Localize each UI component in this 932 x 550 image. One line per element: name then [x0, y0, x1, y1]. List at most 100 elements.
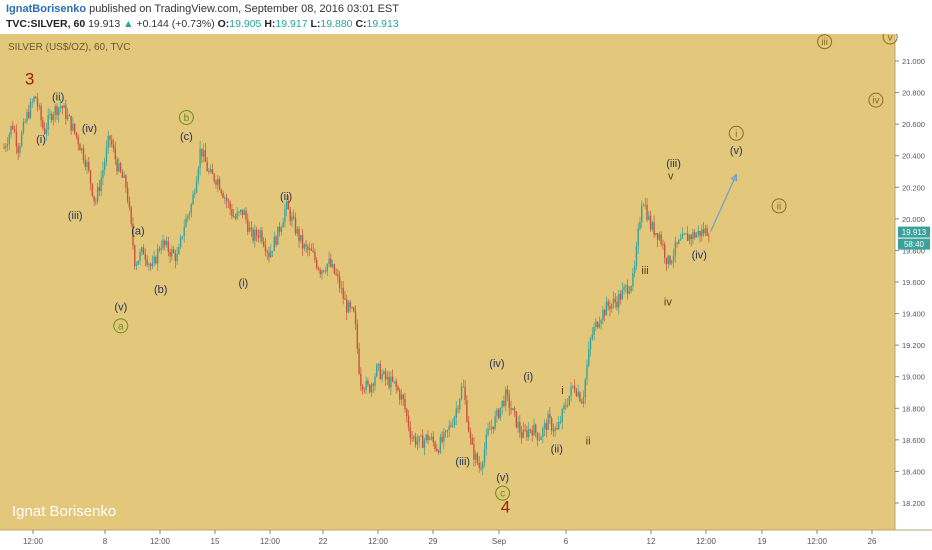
candle-body — [642, 205, 645, 207]
price-axis[interactable] — [895, 34, 932, 530]
y-tick-label: 19.000 — [902, 373, 925, 382]
candle-body — [538, 439, 540, 441]
candle-body — [464, 386, 466, 401]
symbol-label[interactable]: TVC:SILVER, 60 — [6, 18, 86, 30]
candle-body — [241, 209, 244, 215]
candle-body — [573, 385, 576, 391]
price-chart[interactable]: SILVER (US$/OZ), 60, TVC Ignat Borisenko… — [0, 34, 932, 550]
candle-body — [639, 221, 641, 229]
candle-body — [172, 249, 175, 253]
wave-label: (v) — [114, 301, 127, 313]
wave-label: v — [668, 170, 674, 182]
candle-body — [402, 394, 404, 400]
candle-body — [444, 430, 447, 433]
candle-body — [291, 216, 293, 222]
candle-body — [209, 169, 212, 173]
author-link[interactable]: IgnatBorisenko — [6, 3, 87, 15]
candle-body — [704, 228, 707, 234]
candle-body — [570, 386, 572, 396]
candle-body — [174, 252, 177, 262]
candle-body — [22, 121, 25, 133]
candle-body — [66, 115, 69, 120]
x-tick-label: 15 — [211, 537, 220, 546]
candle-body — [273, 236, 275, 251]
y-tick-label: 20.400 — [902, 152, 925, 161]
candle-body — [609, 305, 611, 310]
candle-body — [112, 144, 115, 149]
candle-body — [333, 264, 336, 274]
candle-body — [294, 217, 297, 234]
time-axis[interactable] — [0, 530, 932, 550]
candle-body — [102, 169, 104, 178]
candle-body — [195, 181, 198, 193]
candle-body — [580, 401, 583, 404]
candle-body — [598, 323, 601, 328]
candle-body — [379, 363, 381, 379]
candle-body — [568, 395, 571, 405]
candle-body — [685, 233, 687, 235]
candle-body — [107, 135, 109, 148]
candle-body — [335, 273, 337, 275]
candle-body — [487, 429, 489, 435]
y-tick-label: 19.400 — [902, 310, 925, 319]
candle-body — [429, 438, 431, 441]
candle-body — [543, 423, 546, 429]
candle-body — [476, 453, 479, 464]
candle-body — [527, 429, 530, 437]
candle-body — [482, 462, 484, 469]
candle-body — [328, 258, 330, 265]
candle-body — [314, 252, 316, 260]
candle-body — [356, 323, 359, 349]
wave-label: (iv) — [82, 123, 97, 135]
candle-body — [621, 289, 624, 300]
candle-body — [240, 209, 242, 212]
candle-body — [671, 260, 673, 264]
x-tick-label: 6 — [564, 537, 569, 546]
low-label: L: — [310, 18, 321, 30]
x-tick-label: 12:00 — [807, 537, 828, 546]
candle-body — [305, 244, 307, 247]
candle-body — [450, 425, 452, 427]
candle-body — [29, 101, 32, 118]
candle-body — [312, 250, 314, 253]
candle-body — [187, 215, 189, 219]
candle-body — [245, 210, 247, 220]
candle-body — [181, 236, 184, 238]
candle-body — [206, 161, 208, 172]
candle-body — [10, 126, 12, 135]
candle-body — [331, 264, 334, 267]
candle-body — [5, 146, 7, 148]
wave-label-circle-icon — [495, 485, 511, 501]
candle-body — [93, 195, 95, 201]
candle-body — [262, 241, 265, 246]
wave-label: (i) — [523, 371, 533, 383]
candle-body — [287, 201, 290, 210]
candle-body — [284, 209, 286, 222]
y-tick-label: 20.200 — [902, 183, 925, 192]
candle-body — [453, 417, 456, 426]
candle-body — [52, 114, 55, 121]
candle-body — [649, 215, 652, 230]
wave-label: b — [184, 113, 190, 124]
candle-body — [13, 129, 16, 132]
candle-body — [697, 230, 699, 235]
candle-body — [513, 408, 516, 412]
candle-body — [471, 437, 473, 445]
candle-body — [342, 287, 344, 299]
wave-label: ii — [777, 201, 781, 212]
candle-body — [134, 245, 136, 266]
y-tick-label: 18.200 — [902, 499, 925, 508]
candle-body — [550, 418, 553, 431]
candle-body — [151, 263, 154, 267]
candle-body — [26, 111, 28, 122]
candle-body — [353, 307, 355, 312]
candle-body — [95, 200, 97, 202]
candle-body — [503, 400, 505, 406]
candle-body — [386, 376, 389, 380]
candle-body — [383, 371, 385, 374]
candle-body — [579, 392, 581, 402]
candle-body — [367, 380, 369, 385]
candle-body — [411, 437, 413, 439]
candle-body — [706, 228, 708, 236]
candle-body — [125, 175, 127, 188]
